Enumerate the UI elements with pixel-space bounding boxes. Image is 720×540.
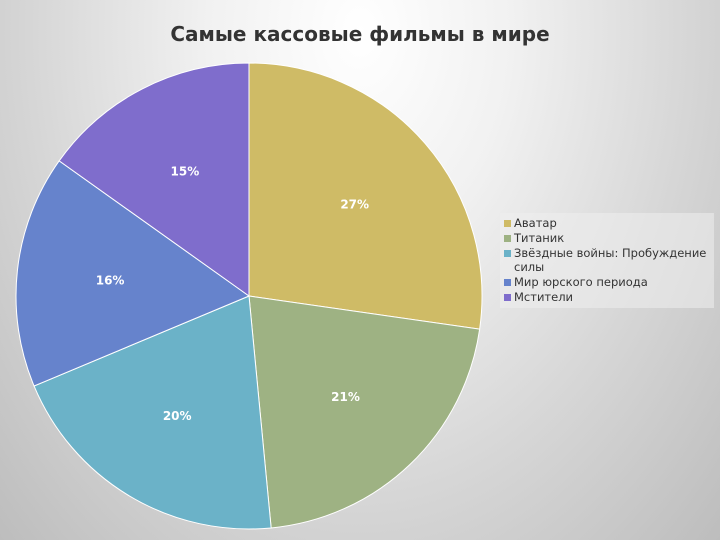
chart-title: Самые кассовые фильмы в мире: [170, 22, 550, 46]
legend-item: Аватар: [504, 216, 711, 230]
legend-swatch: [504, 220, 511, 227]
pie-slice-1: [248, 62, 483, 330]
legend-swatch: [504, 235, 511, 242]
pie-slice-4: [15, 160, 251, 387]
legend-label: Титаник: [514, 231, 565, 245]
chart-legend: Аватар Титаник Звёздные войны: Пробуждение…: [500, 213, 714, 308]
legend-swatch: [504, 294, 511, 301]
pie-data-labels: 27% 21% 20% 16% 15%: [96, 165, 369, 423]
pie-slice-3: [33, 295, 272, 530]
legend-item: Титаник: [504, 231, 711, 245]
pie-slice-5: [58, 62, 250, 297]
legend-label: Мир юрского периода: [514, 275, 648, 289]
data-label-4: 16%: [96, 274, 125, 288]
data-label-3: 20%: [163, 409, 192, 423]
data-label-1: 27%: [340, 198, 369, 212]
data-label-2: 21%: [331, 390, 360, 404]
legend-swatch: [504, 279, 511, 286]
legend-item: Мстители: [504, 290, 711, 304]
pie-slices: [15, 62, 483, 530]
legend-label: Звёздные войны: Пробуждение силы: [514, 246, 707, 274]
pie-slice-2: [248, 295, 481, 529]
legend-label: Аватар: [514, 216, 557, 230]
legend-label: Мстители: [514, 290, 574, 304]
legend-swatch: [504, 250, 511, 257]
data-label-5: 15%: [171, 165, 200, 179]
legend-item: Мир юрского периода: [504, 275, 711, 289]
legend-item: Звёздные войны: Пробуждение силы: [504, 246, 711, 274]
